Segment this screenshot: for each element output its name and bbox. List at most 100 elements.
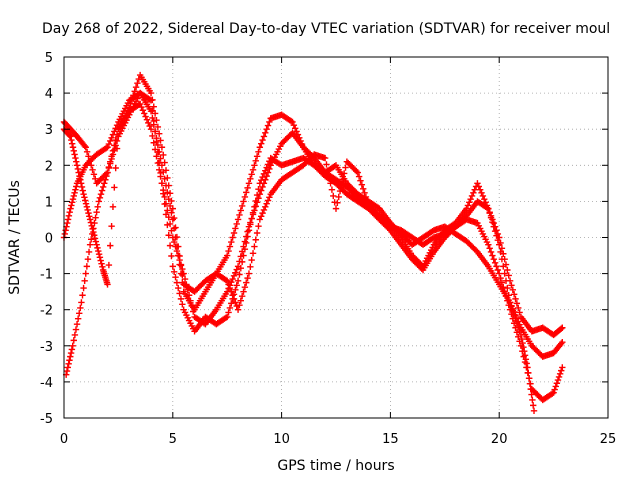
data-point — [157, 155, 164, 162]
data-point — [228, 238, 235, 246]
data-point — [72, 154, 79, 162]
data-point — [493, 227, 500, 234]
data-point — [146, 122, 153, 130]
data-point — [237, 207, 244, 214]
data-point — [90, 171, 98, 178]
data-point — [260, 206, 268, 214]
data-point — [505, 272, 512, 279]
data-point — [326, 173, 333, 181]
data-point — [168, 252, 175, 260]
data-point — [253, 153, 261, 160]
data-point — [244, 274, 251, 282]
data-point — [354, 169, 361, 176]
data-point — [104, 281, 111, 288]
data-point — [330, 192, 337, 200]
data-point — [292, 125, 299, 132]
data-point — [474, 180, 481, 187]
data-point — [130, 92, 137, 99]
data-point — [289, 118, 296, 126]
data-point — [96, 194, 104, 201]
data-point — [161, 200, 168, 208]
data-point — [153, 138, 160, 146]
data-point — [149, 96, 156, 104]
data-point — [85, 248, 93, 256]
data-point — [102, 144, 110, 152]
data-point — [249, 250, 257, 257]
data-point — [80, 190, 87, 198]
data-point — [151, 128, 159, 135]
chart-title: Day 268 of 2022, Sidereal Day-to-day VTE… — [42, 21, 610, 37]
data-point — [249, 209, 257, 216]
data-point — [61, 230, 69, 238]
y-tick-label: 0 — [45, 232, 53, 247]
data-point — [248, 215, 255, 222]
data-point — [498, 255, 506, 263]
data-point — [86, 216, 94, 223]
data-point — [486, 245, 493, 252]
data-point — [73, 183, 80, 190]
data-point — [238, 258, 246, 266]
data-point — [107, 137, 114, 145]
data-point — [230, 295, 238, 303]
data-point — [237, 297, 244, 304]
data-point — [508, 303, 515, 310]
data-point — [156, 166, 163, 174]
data-point — [85, 209, 92, 217]
data-point — [232, 286, 239, 294]
data-point — [550, 389, 557, 396]
data-point — [97, 257, 104, 264]
data-point — [226, 284, 234, 292]
data-point — [232, 225, 239, 232]
data-point — [487, 248, 495, 256]
data-point — [168, 197, 175, 205]
data-point — [71, 151, 78, 158]
data-point — [522, 356, 530, 363]
data-point — [164, 207, 171, 214]
data-point — [229, 234, 236, 241]
data-point — [156, 159, 163, 166]
data-point — [95, 250, 103, 258]
x-tick-label: 10 — [273, 432, 290, 447]
data-point — [263, 200, 270, 207]
data-point — [70, 147, 77, 155]
data-point — [190, 308, 197, 315]
data-point — [65, 360, 72, 368]
data-point — [88, 236, 95, 243]
data-point — [358, 181, 366, 188]
data-point — [266, 118, 273, 126]
data-point — [77, 180, 85, 187]
data-point — [86, 157, 94, 164]
data-point — [290, 121, 298, 129]
y-tick-label: -2 — [40, 304, 53, 319]
data-point — [142, 113, 149, 120]
y-tick-label: 3 — [45, 123, 53, 138]
data-point — [243, 279, 250, 286]
data-point — [552, 383, 559, 390]
data-point — [185, 292, 193, 299]
data-point — [169, 263, 176, 270]
data-point — [69, 195, 77, 203]
data-point — [105, 140, 113, 148]
data-point — [234, 306, 242, 313]
data-point — [516, 309, 523, 316]
data-point — [149, 132, 156, 140]
data-point — [73, 158, 80, 165]
data-point — [128, 96, 136, 103]
data-point — [497, 274, 504, 282]
data-point — [154, 149, 162, 156]
data-point — [494, 237, 502, 244]
data-point — [468, 192, 476, 200]
data-point — [166, 242, 174, 249]
data-point — [67, 353, 74, 360]
data-point — [188, 302, 196, 310]
data-point — [70, 337, 77, 344]
data-point — [256, 180, 264, 187]
data-point — [112, 142, 119, 149]
series-track-4 — [60, 71, 538, 414]
data-point — [92, 238, 100, 245]
data-point — [489, 252, 496, 259]
data-point — [105, 164, 113, 172]
data-point — [512, 315, 519, 322]
data-point — [90, 232, 98, 239]
